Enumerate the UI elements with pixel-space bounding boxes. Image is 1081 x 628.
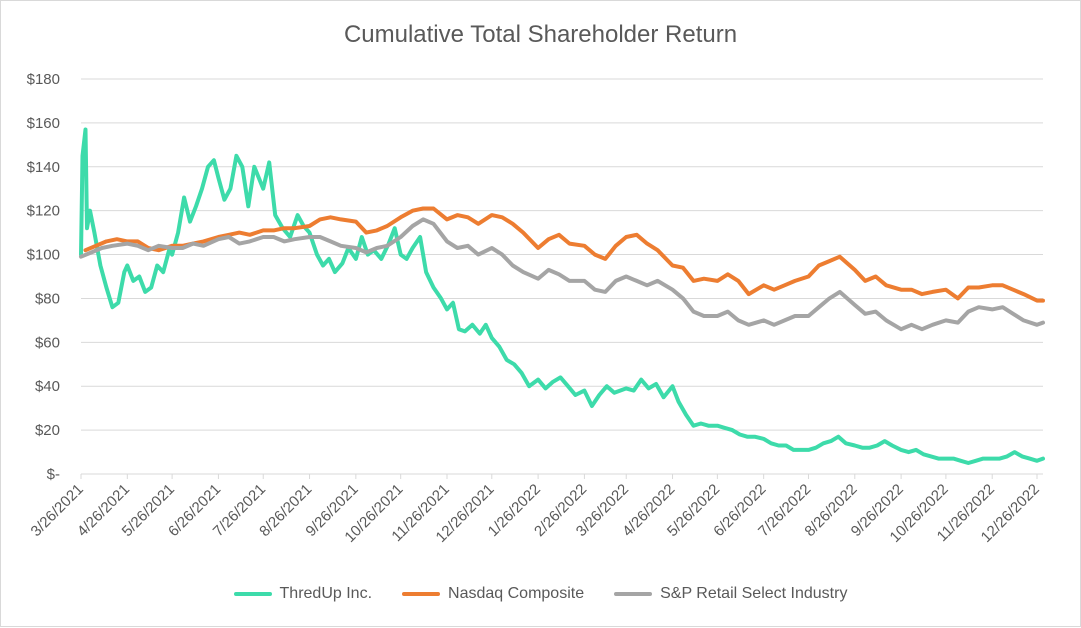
y-tick-label: $80: [35, 290, 60, 307]
series-line-2: [79, 217, 1045, 332]
legend-swatch-sp-retail: [614, 592, 653, 596]
y-tick-label: $40: [35, 378, 60, 395]
legend: ThredUp Inc. Nasdaq Composite S&P Retail…: [1, 585, 1080, 603]
y-tick-label: $20: [35, 422, 60, 439]
legend-label-sp-retail: S&P Retail Select Industry: [660, 585, 848, 602]
gridlines: [81, 78, 1043, 431]
chart-title: Cumulative Total Shareholder Return: [343, 21, 738, 48]
y-tick-label: $100: [27, 247, 60, 264]
series-lines: [79, 127, 1045, 465]
x-axis-tick-labels: 3/26/20214/26/20215/26/20216/26/20217/26…: [28, 474, 1043, 546]
legend-item-nasdaq: Nasdaq Composite: [402, 585, 584, 603]
legend-item-thredup: ThredUp Inc.: [233, 585, 373, 603]
series-line-0: [79, 127, 1045, 465]
series-line-1: [83, 206, 1045, 303]
y-tick-label: $140: [27, 159, 60, 176]
legend-item-sp-retail: S&P Retail Select Industry: [614, 585, 847, 603]
legend-label-thredup: ThredUp Inc.: [279, 585, 373, 602]
y-tick-label: $160: [27, 115, 60, 132]
legend-label-nasdaq: Nasdaq Composite: [448, 585, 585, 602]
y-tick-label: $180: [27, 71, 60, 88]
y-tick-label: $60: [35, 334, 60, 351]
legend-swatch-thredup: [233, 592, 272, 596]
legend-swatch-nasdaq: [402, 592, 441, 596]
y-tick-label: $-: [47, 466, 60, 483]
y-axis-tick-labels: $- $20 $40 $60 $80 $100 $120 $140 $160 $180: [27, 71, 60, 483]
y-tick-label: $120: [27, 203, 60, 220]
